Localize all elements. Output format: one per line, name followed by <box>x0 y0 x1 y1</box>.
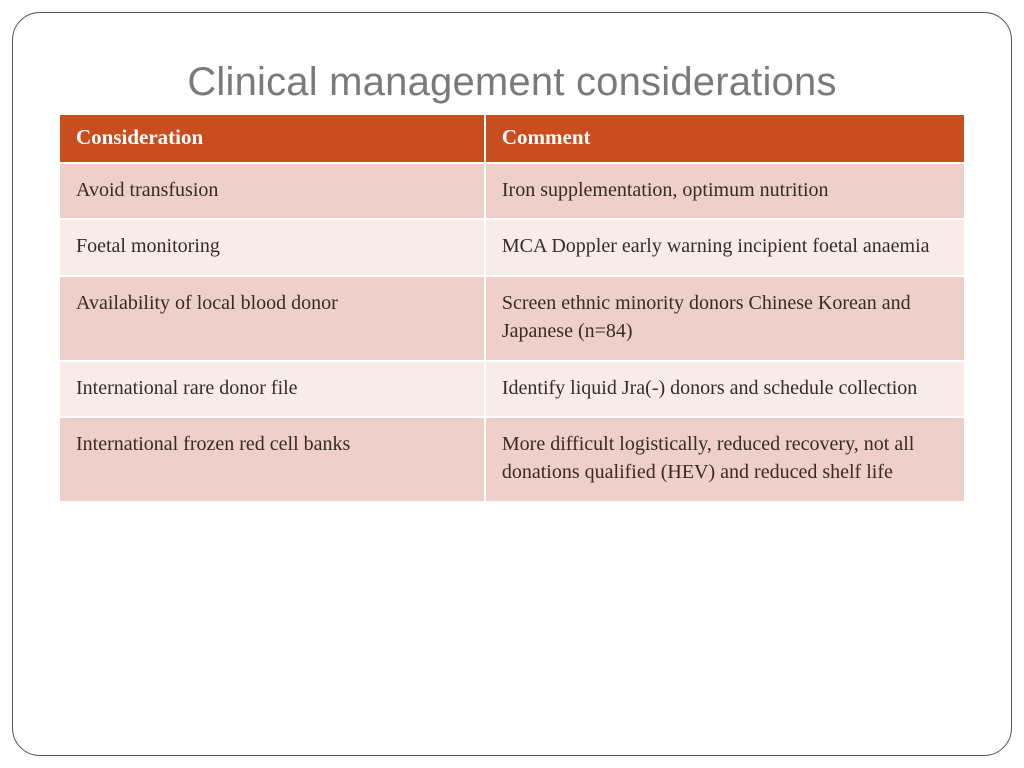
cell-comment: Identify liquid Jra(-) donors and schedu… <box>485 361 964 417</box>
cell-consideration: International frozen red cell banks <box>60 417 485 501</box>
cell-consideration: Foetal monitoring <box>60 219 485 275</box>
cell-comment: More difficult logistically, reduced rec… <box>485 417 964 501</box>
cell-comment: Iron supplementation, optimum nutrition <box>485 163 964 219</box>
table-row: International frozen red cell banks More… <box>60 417 964 501</box>
cell-comment: MCA Doppler early warning incipient foet… <box>485 219 964 275</box>
slide-content: Clinical management considerations Consi… <box>60 60 964 501</box>
table-header-consideration: Consideration <box>60 115 485 163</box>
table-row: International rare donor file Identify l… <box>60 361 964 417</box>
table-row: Foetal monitoring MCA Doppler early warn… <box>60 219 964 275</box>
cell-comment: Screen ethnic minority donors Chinese Ko… <box>485 276 964 361</box>
table-header-comment: Comment <box>485 115 964 163</box>
cell-consideration: International rare donor file <box>60 361 485 417</box>
table-row: Avoid transfusion Iron supplementation, … <box>60 163 964 219</box>
table-header-row: Consideration Comment <box>60 115 964 163</box>
table-row: Availability of local blood donor Screen… <box>60 276 964 361</box>
slide-title: Clinical management considerations <box>60 60 964 105</box>
considerations-table: Consideration Comment Avoid transfusion … <box>60 115 964 501</box>
cell-consideration: Avoid transfusion <box>60 163 485 219</box>
cell-consideration: Availability of local blood donor <box>60 276 485 361</box>
